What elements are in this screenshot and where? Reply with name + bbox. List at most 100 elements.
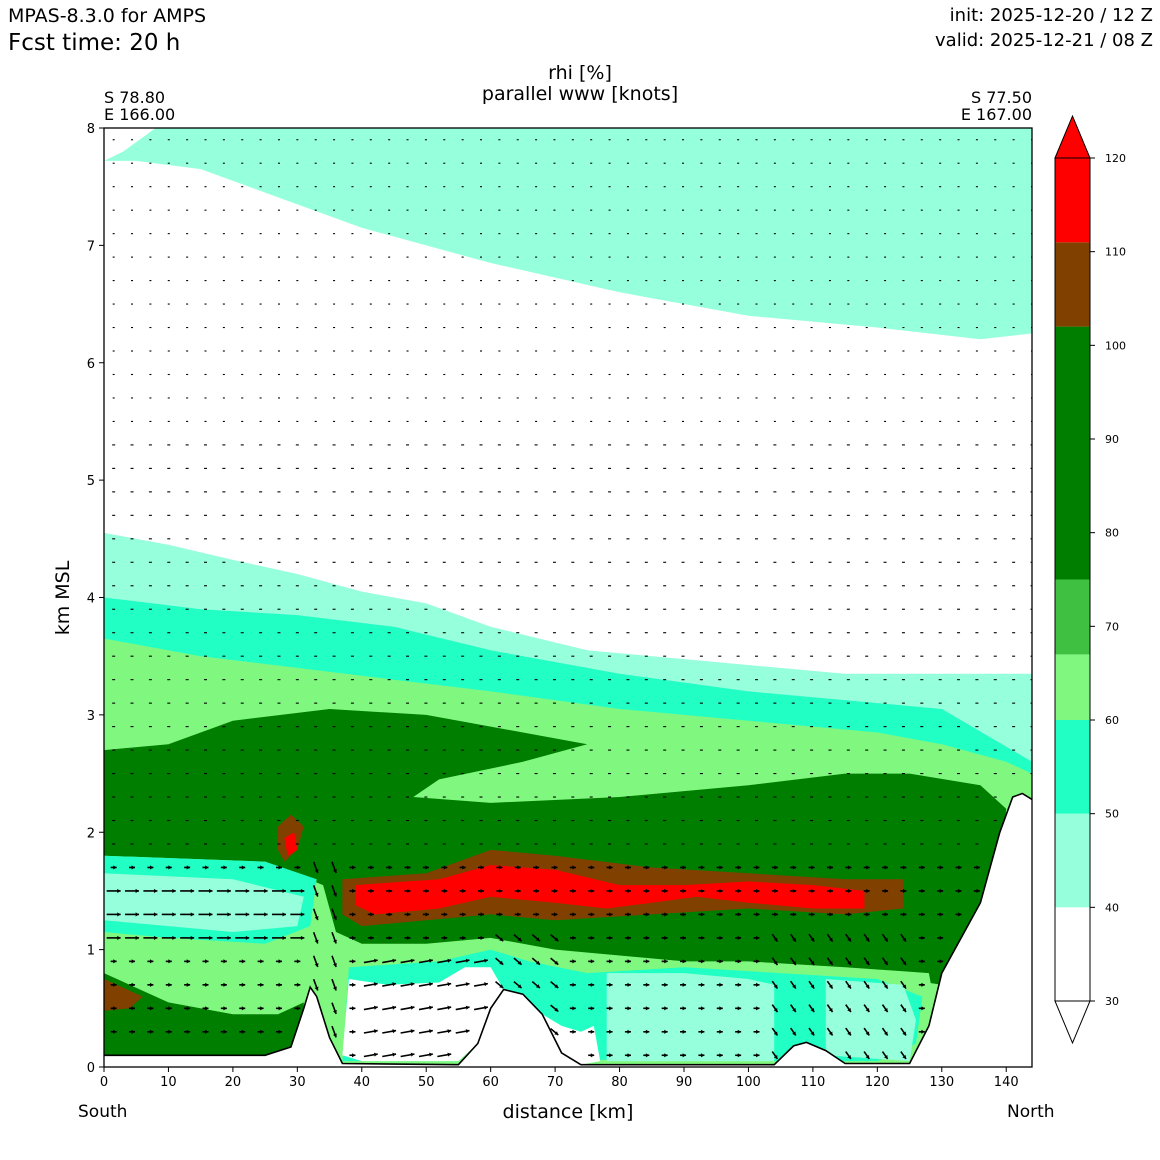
wind-vector	[955, 912, 962, 917]
wind-vector	[437, 982, 452, 987]
y-tick-label: 0	[87, 1061, 95, 1076]
wind-vector	[165, 1029, 172, 1034]
wind-vector	[441, 912, 448, 917]
wind-vector	[257, 1029, 264, 1034]
wind-vector	[900, 888, 907, 893]
wind-vector	[735, 888, 742, 893]
wind-vector	[569, 959, 576, 964]
valid-time: valid: 2025-12-21 / 08 Z	[935, 30, 1153, 51]
wind-vector	[216, 912, 231, 917]
wind-vectors	[106, 139, 1032, 1060]
wind-vector	[253, 935, 268, 940]
wind-vector	[588, 959, 595, 964]
wind-vector	[198, 935, 213, 940]
terrain-line	[104, 792, 1032, 1066]
wind-vector	[235, 888, 250, 893]
wind-vector	[400, 1005, 415, 1011]
wind-vector	[184, 1029, 191, 1034]
wind-vector	[606, 935, 613, 940]
left-endpoint-lat: S 78.80	[104, 88, 166, 107]
wind-vector	[643, 1029, 650, 1034]
wind-vector	[220, 1029, 227, 1034]
wind-vector	[973, 865, 980, 870]
wind-vector	[661, 1006, 668, 1011]
wind-vector	[771, 957, 779, 966]
wind-vector	[863, 912, 870, 917]
wind-vector	[418, 982, 433, 987]
wind-vector	[588, 982, 595, 987]
wind-vector	[735, 1006, 742, 1011]
wind-vector	[918, 912, 925, 917]
wind-vector	[349, 1006, 356, 1011]
wind-vector	[918, 982, 925, 987]
wind-vector	[202, 959, 209, 964]
wind-vector	[863, 933, 870, 943]
wind-vector	[331, 1025, 337, 1038]
rh-region-40	[825, 979, 916, 1062]
wind-vector	[143, 912, 158, 917]
colorbar-band	[1055, 813, 1090, 908]
wind-vector	[643, 1053, 650, 1058]
wind-vector	[400, 982, 415, 987]
wind-vector	[386, 912, 393, 917]
wind-vector	[216, 888, 231, 893]
wind-vector	[331, 1002, 337, 1015]
wind-vector	[441, 865, 448, 870]
wind-vector	[386, 865, 393, 870]
wind-vector	[363, 982, 378, 987]
wind-vector	[275, 982, 282, 987]
north-label: North	[1007, 1102, 1055, 1122]
wind-vector	[202, 1006, 209, 1011]
wind-vector	[550, 1027, 559, 1036]
wind-vector	[661, 912, 668, 917]
wind-vector	[422, 888, 429, 893]
wind-vector	[918, 1029, 925, 1034]
wind-vector	[367, 912, 374, 917]
wind-vector	[180, 912, 195, 917]
terrain	[104, 792, 1032, 1067]
wind-vector	[771, 1004, 779, 1013]
wind-vector	[569, 1006, 576, 1011]
wind-vector	[404, 935, 411, 940]
wind-vector	[404, 888, 411, 893]
x-axis: 0 10 20 30 40 50 60 70 80 90 100 110 120 130 140	[100, 1067, 1019, 1090]
wind-vector	[271, 935, 286, 940]
wind-vector	[863, 980, 870, 989]
wind-vector	[643, 982, 650, 987]
wind-vector	[716, 888, 723, 893]
wind-vector	[735, 1053, 742, 1058]
wind-vector	[275, 1029, 282, 1034]
wind-vector	[937, 888, 944, 893]
wind-vector	[698, 865, 705, 870]
wind-vector	[863, 888, 870, 893]
wind-vector	[257, 959, 264, 964]
wind-vector	[790, 912, 797, 917]
colorbar-tick-label: 60	[1105, 714, 1119, 727]
wind-vector	[459, 865, 466, 870]
wind-vector	[588, 888, 595, 893]
wind-vector	[294, 865, 301, 870]
x-tick-label: 50	[418, 1075, 435, 1090]
colorbar-band	[1055, 158, 1090, 243]
wind-vector	[129, 1029, 136, 1034]
wind-vector	[441, 935, 448, 940]
left-endpoint: S 78.80 E 166.00	[104, 89, 175, 123]
wind-vector	[845, 1004, 852, 1013]
wind-vector	[698, 912, 705, 917]
wind-vector	[382, 1052, 397, 1058]
wind-vector	[106, 912, 121, 917]
colorbar: 30 40 50 60 70 80 90 100 110 120	[1054, 114, 1126, 1045]
wind-vector	[771, 1027, 779, 1036]
wind-vector	[257, 982, 264, 987]
wind-vector	[161, 888, 176, 893]
wind-vector	[473, 1005, 489, 1011]
wind-vector	[202, 1029, 209, 1034]
wind-vector	[147, 982, 154, 987]
y-tick-label: 3	[87, 709, 95, 724]
wind-vector	[808, 865, 815, 870]
model-title: MPAS-8.3.0 for AMPS	[8, 5, 207, 27]
rh-region-100	[104, 979, 143, 1011]
wind-vector	[459, 912, 466, 917]
wind-vector	[716, 912, 723, 917]
